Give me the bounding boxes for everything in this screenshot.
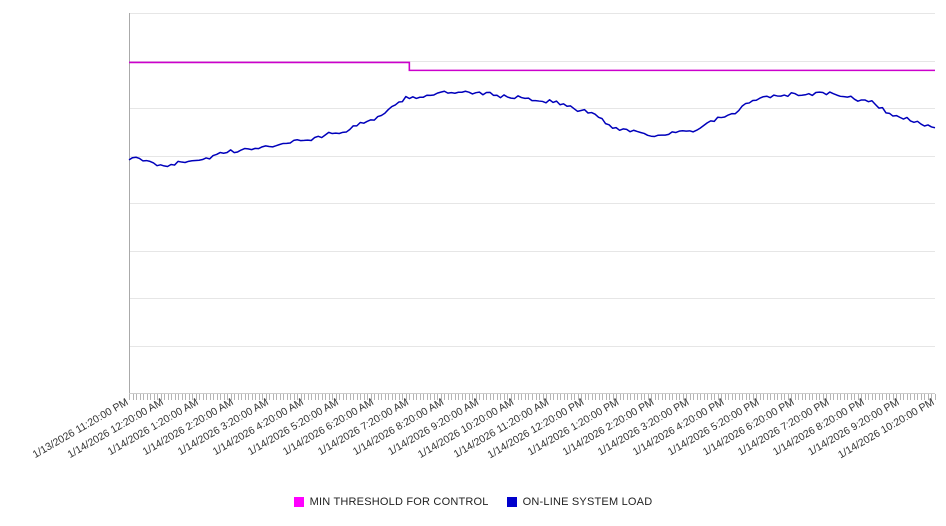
legend-swatch-magenta xyxy=(293,497,304,507)
chart-legend: MIN THRESHOLD FOR CONTROL ON-LINE SYSTEM… xyxy=(0,496,946,508)
legend-item-min-threshold-for-control[interactable]: MIN THRESHOLD FOR CONTROL xyxy=(293,496,489,508)
legend-swatch-blue xyxy=(506,497,517,507)
y-gridlines xyxy=(129,13,935,347)
legend-label-min-threshold-for-control: MIN THRESHOLD FOR CONTROL xyxy=(309,496,489,508)
series-layer xyxy=(128,61,936,168)
legend-label-on-line-system-load: ON-LINE SYSTEM LOAD xyxy=(522,496,653,508)
line-chart: 1/13/2026 11:20:00 PM1/14/2026 12:20:00 … xyxy=(31,13,937,461)
x-axis-tick-labels: 1/13/2026 11:20:00 PM1/14/2026 12:20:00 … xyxy=(31,396,937,461)
series-on-line-system-load xyxy=(128,90,936,168)
legend-item-on-line-system-load[interactable]: ON-LINE SYSTEM LOAD xyxy=(506,496,653,508)
series-min-threshold-for-control xyxy=(129,61,935,72)
x-axis-minor-ticks xyxy=(129,394,936,400)
